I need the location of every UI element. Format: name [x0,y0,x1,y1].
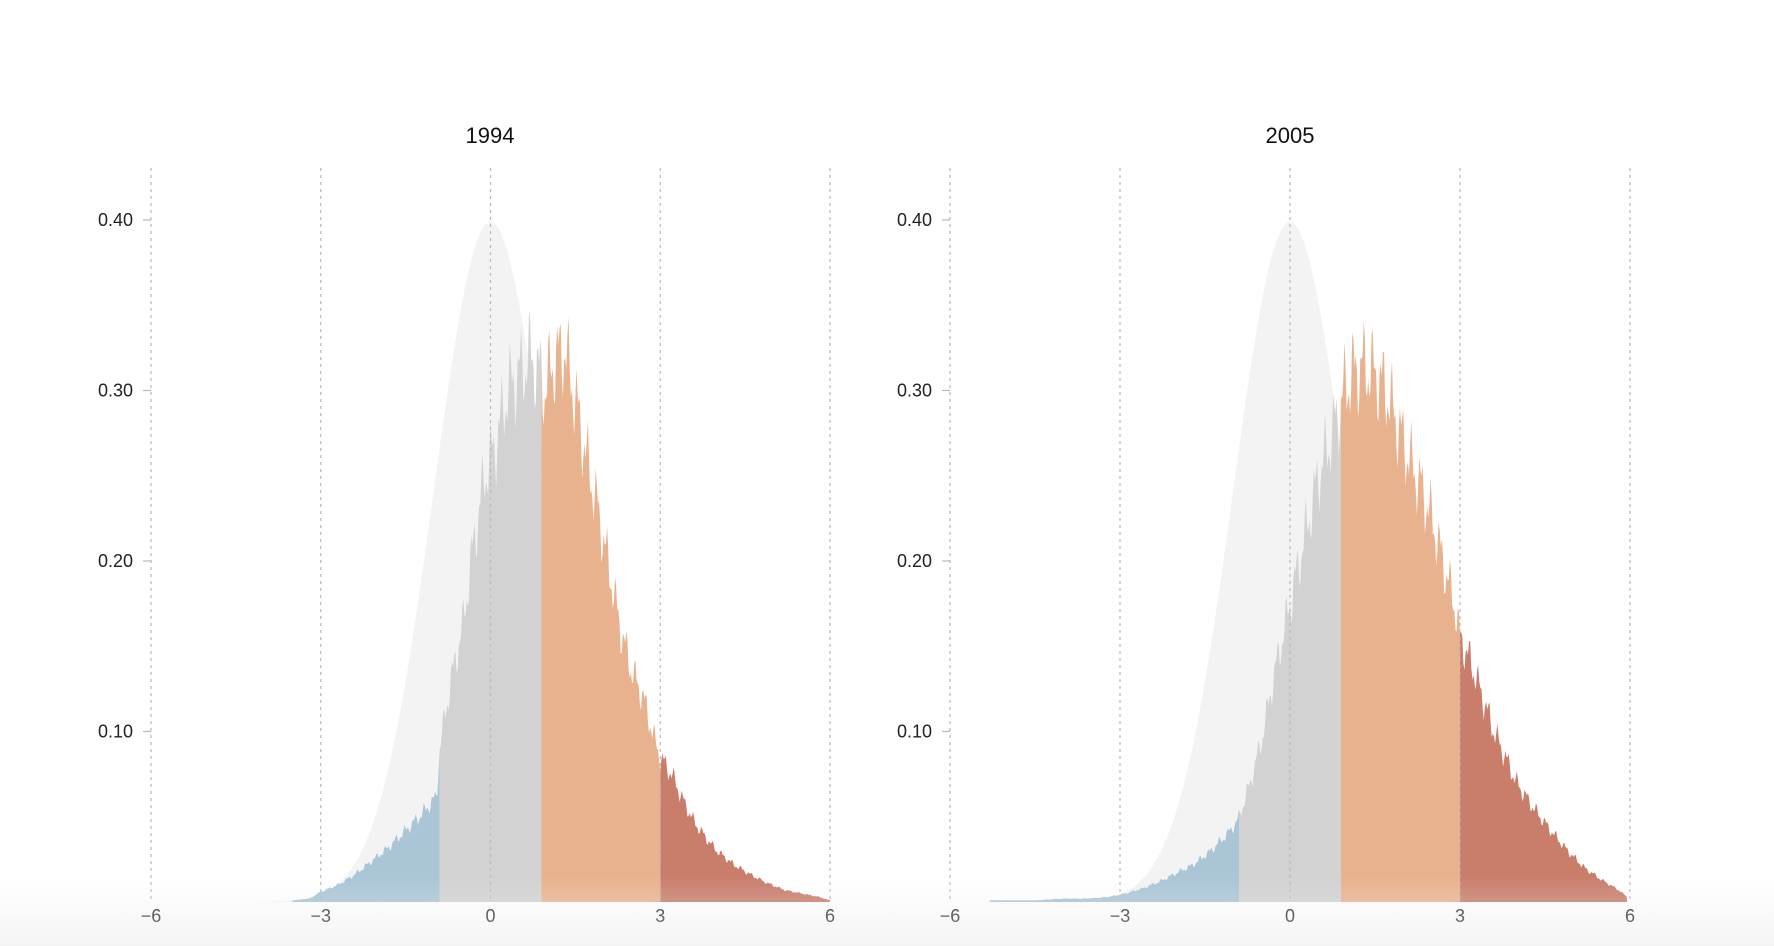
band-area-3 [541,317,661,902]
band-area-4 [660,752,830,902]
y-tick-label: 0.20 [98,551,133,571]
x-tick-label: 3 [655,906,665,926]
chart-title: 2005 [1266,123,1315,148]
y-tick-label: 0.10 [98,722,133,742]
y-tick-label: 0.30 [98,381,133,401]
x-tick-label: −3 [1110,906,1131,926]
x-tick-label: −3 [310,906,331,926]
x-tick-label: −6 [141,906,162,926]
band-area-1 [292,749,440,902]
y-tick-label: 0.40 [897,210,932,230]
chart-panel-2005: 2005 −6 −3 0 3 6 0.10 0.20 0.30 0.40 [897,123,1635,926]
x-tick-label: −6 [940,906,961,926]
band-area-2 [1239,393,1341,902]
chart-panel-1994: 1994 −6 −3 0 3 6 0.10 0.20 0.30 0.40 [98,123,835,926]
band-area-2 [439,311,542,902]
y-tick-label: 0.30 [897,381,932,401]
band-area-3 [1341,321,1460,902]
y-tick-label: 0.10 [897,722,932,742]
y-tick-label: 0.40 [98,210,133,230]
x-tick-label: 0 [1285,906,1295,926]
y-tick-label: 0.20 [897,551,932,571]
x-tick-label: 3 [1455,906,1465,926]
chart-title: 1994 [466,123,515,148]
band-area-4 [1460,632,1628,902]
x-tick-label: 0 [485,906,495,926]
x-tick-label: 6 [1625,906,1635,926]
x-tick-label: 6 [825,906,835,926]
